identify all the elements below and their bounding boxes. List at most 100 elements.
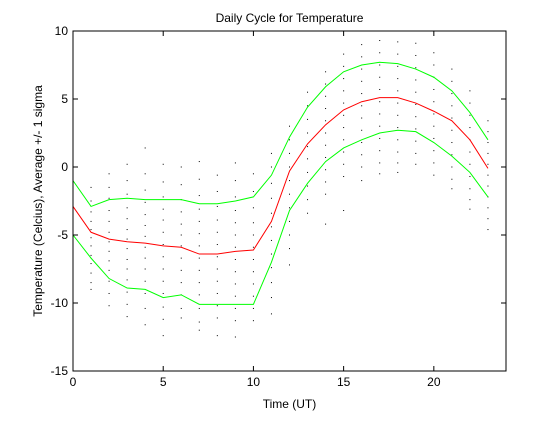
data-point-t8-8: [216, 280, 218, 282]
data-point-t9-11: [234, 307, 236, 309]
data-point-t16-1: [361, 56, 363, 58]
data-point-t12-3: [289, 166, 290, 168]
data-point-t21-10: [451, 188, 453, 190]
data-point-t18-3: [397, 78, 399, 80]
data-point-t10-4: [252, 234, 254, 236]
plot-area: [73, 31, 506, 371]
data-point-t22-10: [469, 208, 471, 210]
data-point-t17-10: [379, 162, 381, 164]
data-point-t22-6: [469, 163, 471, 165]
data-point-t12-10: [289, 264, 290, 266]
data-point-t9-10: [234, 295, 236, 297]
data-point-t8-7: [216, 268, 218, 270]
data-point-t10-1: [252, 190, 254, 192]
data-point-t23-2: [487, 142, 489, 144]
data-point-t9-0: [234, 162, 236, 164]
data-point-t14-0: [325, 71, 327, 73]
data-point-t5-6: [162, 244, 164, 246]
data-point-t14-11: [325, 223, 327, 225]
data-point-t5-2: [162, 196, 164, 198]
data-point-t23-8: [487, 207, 489, 209]
data-point-t22-2: [469, 114, 471, 116]
data-point-t5-7: [162, 256, 164, 258]
data-point-t16-8: [361, 142, 363, 144]
data-point-t9-7: [234, 258, 236, 260]
data-point-t16-6: [361, 117, 363, 119]
data-point-t21-7: [451, 154, 453, 156]
data-point-t4-4: [144, 214, 146, 216]
data-point-t14-6: [325, 144, 327, 146]
data-point-t11-1: [270, 166, 272, 168]
data-point-t21-8: [451, 166, 453, 168]
data-point-t7-4: [198, 220, 200, 222]
data-point-t21-3: [451, 105, 453, 107]
data-point-t4-7: [144, 246, 146, 248]
data-point-t2-8: [108, 260, 110, 262]
x-tick-label-15: 15: [337, 375, 351, 389]
data-point-t15-11: [343, 210, 345, 212]
data-point-t11-5: [270, 226, 272, 228]
data-point-t15-4: [343, 102, 345, 104]
data-point-t4-11: [144, 292, 146, 294]
data-point-t9-12: [234, 320, 236, 322]
data-point-t6-0: [180, 166, 182, 168]
data-point-t6-12: [180, 317, 182, 319]
data-point-t3-5: [126, 229, 128, 231]
data-point-t14-1: [325, 83, 327, 85]
data-point-t13-2: [307, 118, 309, 120]
data-point-t12-5: [289, 193, 290, 195]
data-point-t11-9: [270, 282, 272, 284]
y-tick-label-0: 0: [61, 160, 68, 174]
data-point-t1-0: [90, 186, 92, 188]
data-point-t20-4: [433, 101, 435, 103]
data-point-t15-6: [343, 127, 345, 129]
data-point-t18-4: [397, 90, 399, 92]
data-point-t10-6: [252, 258, 254, 260]
data-point-t19-3: [415, 79, 417, 81]
y-tick-label--5: -5: [57, 228, 68, 242]
data-point-t7-5: [198, 233, 200, 235]
data-point-t8-5: [216, 244, 218, 246]
data-point-t4-9: [144, 268, 146, 270]
data-point-t12-0: [289, 125, 290, 127]
data-point-t16-9: [361, 154, 363, 156]
data-point-t4-0: [144, 147, 146, 149]
data-point-t7-8: [198, 269, 200, 271]
data-point-t6-1: [180, 184, 182, 186]
data-point-t17-8: [379, 137, 381, 139]
chart-title: Daily Cycle for Temperature: [216, 11, 364, 25]
data-point-t23-5: [487, 174, 489, 176]
data-point-t20-3: [433, 88, 435, 90]
data-point-t8-2: [216, 205, 218, 207]
data-point-t4-10: [144, 280, 146, 282]
data-point-t15-8: [343, 151, 345, 153]
data-point-t19-10: [415, 163, 417, 165]
data-point-t1-6: [90, 245, 92, 247]
data-point-t17-7: [379, 125, 381, 127]
data-point-t10-2: [252, 207, 254, 209]
data-point-t7-11: [198, 307, 200, 309]
data-point-t18-7: [397, 127, 399, 129]
data-point-t9-1: [234, 180, 236, 182]
data-point-t2-12: [108, 305, 110, 307]
data-point-t7-1: [198, 178, 200, 180]
data-point-t5-5: [162, 231, 164, 233]
data-point-t21-4: [451, 117, 453, 119]
data-point-t16-11: [361, 180, 363, 182]
data-point-t3-6: [126, 238, 128, 240]
data-point-t9-8: [234, 271, 236, 273]
data-point-t9-3: [234, 210, 236, 212]
data-point-t8-6: [216, 256, 218, 258]
data-point-t7-9: [198, 282, 200, 284]
data-point-t1-1: [90, 200, 92, 202]
data-point-t12-4: [289, 180, 290, 182]
data-point-t1-5: [90, 237, 92, 239]
data-point-t17-4: [379, 88, 381, 90]
data-point-t12-1: [289, 139, 290, 141]
data-point-t23-9: [487, 218, 489, 220]
data-point-t22-3: [469, 127, 471, 129]
data-point-t8-10: [216, 305, 218, 307]
upper-sigma-line: [72, 61, 489, 208]
data-point-t14-4: [325, 120, 327, 122]
data-point-t19-5: [415, 103, 417, 105]
